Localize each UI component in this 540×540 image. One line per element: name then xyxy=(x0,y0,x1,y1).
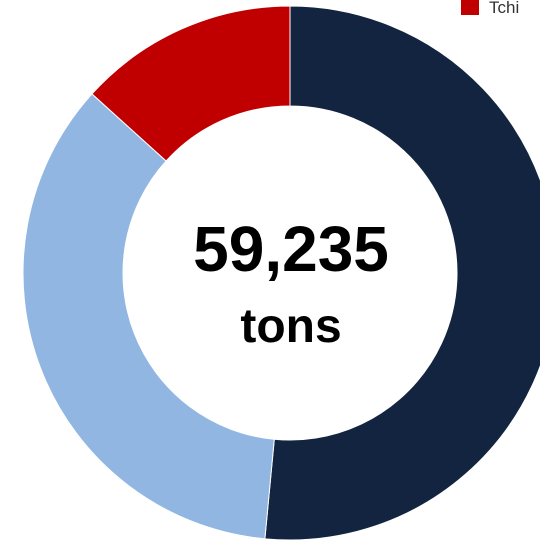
legend-label: Tchi xyxy=(489,0,519,17)
center-unit-label: tons xyxy=(240,300,341,353)
donut-slices xyxy=(22,5,540,540)
donut-slice-0 xyxy=(264,5,540,540)
legend-swatch xyxy=(461,0,479,15)
center-total-value: 59,235 xyxy=(193,213,389,285)
donut-slice-2 xyxy=(91,5,291,162)
donut-slice-1 xyxy=(22,93,275,540)
legend: Tchi xyxy=(461,0,519,17)
